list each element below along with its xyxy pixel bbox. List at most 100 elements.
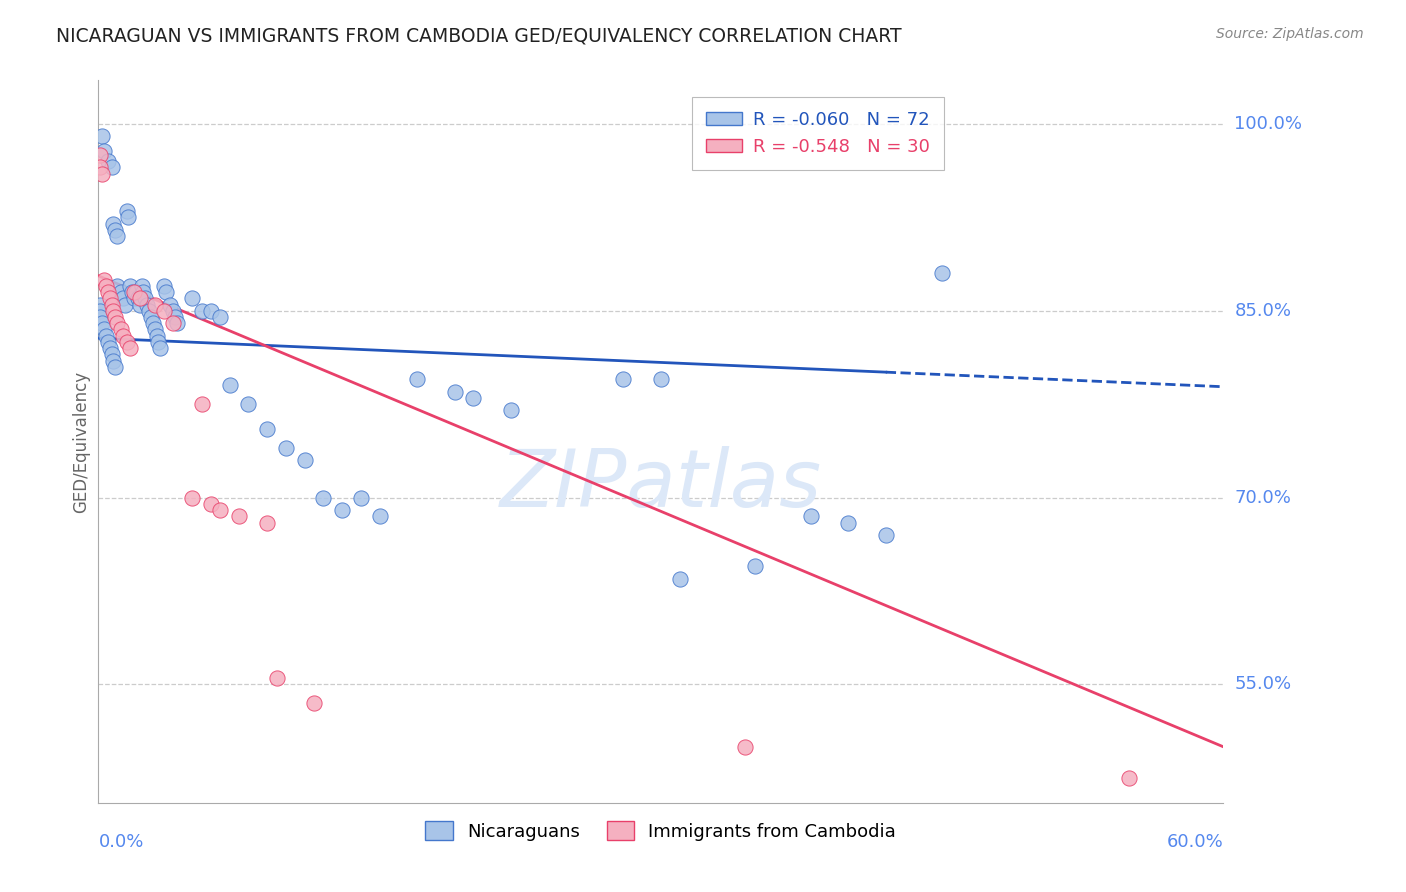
Point (91, 316, 114, 330)
Point (153, 278, 176, 293)
Point (117, 211, 139, 225)
Point (94, 278, 117, 293)
Point (166, 316, 188, 330)
Point (91, 167, 114, 181)
Point (142, 316, 165, 330)
Point (165, 310, 187, 324)
Text: 60.0%: 60.0% (1167, 833, 1223, 851)
Point (368, 509, 391, 524)
Point (98, 341, 121, 355)
Point (105, 316, 128, 330)
Text: NICARAGUAN VS IMMIGRANTS FROM CAMBODIA GED/EQUIVALENCY CORRELATION CHART: NICARAGUAN VS IMMIGRANTS FROM CAMBODIA G… (56, 27, 901, 45)
Point (98, 291, 121, 305)
Point (89, 297, 111, 311)
Point (122, 285, 145, 299)
Point (97, 285, 120, 299)
Point (190, 303, 212, 318)
Point (312, 491, 335, 505)
Point (89, 310, 111, 324)
Point (110, 322, 132, 336)
Point (120, 341, 142, 355)
Point (89, 303, 111, 318)
Point (128, 291, 150, 305)
Y-axis label: GED/Equivalency: GED/Equivalency (72, 370, 90, 513)
Point (875, 528, 897, 542)
Point (103, 217, 125, 231)
Point (837, 516, 859, 530)
Point (94, 328, 117, 343)
Point (104, 310, 127, 324)
Point (238, 397, 260, 411)
Point (162, 316, 184, 330)
Point (100, 347, 122, 361)
Point (89, 161, 111, 175)
Point (104, 359, 127, 374)
Legend: Nicaraguans, Immigrants from Cambodia: Nicaraguans, Immigrants from Cambodia (418, 814, 904, 848)
Point (181, 291, 204, 305)
Point (97, 334, 120, 349)
Point (120, 278, 142, 293)
Text: 85.0%: 85.0% (1234, 301, 1291, 319)
Point (153, 303, 176, 318)
Point (443, 384, 465, 399)
Point (115, 204, 138, 219)
Point (256, 422, 278, 436)
Point (302, 696, 325, 710)
Point (294, 453, 316, 467)
Point (121, 285, 143, 299)
Point (136, 297, 159, 311)
Point (143, 297, 166, 311)
Point (111, 328, 134, 343)
Point (149, 341, 172, 355)
Point (350, 491, 373, 505)
Point (115, 334, 138, 349)
Point (330, 503, 353, 517)
Text: ZIPatlas: ZIPatlas (499, 446, 823, 524)
Point (406, 372, 429, 386)
Point (155, 285, 177, 299)
Point (105, 278, 128, 293)
Point (105, 229, 128, 244)
Point (145, 328, 167, 343)
Point (148, 334, 170, 349)
Point (744, 559, 766, 574)
Point (734, 739, 756, 754)
Point (499, 403, 522, 417)
Point (93, 322, 115, 336)
Point (122, 291, 145, 305)
Point (134, 291, 156, 305)
Point (209, 310, 232, 324)
Point (100, 297, 122, 311)
Point (228, 509, 250, 524)
Point (100, 161, 122, 175)
Point (190, 397, 212, 411)
Point (93, 272, 115, 286)
Point (256, 516, 278, 530)
Point (159, 297, 181, 311)
Point (110, 285, 132, 299)
Text: 70.0%: 70.0% (1234, 489, 1291, 507)
Point (800, 509, 823, 524)
Point (111, 291, 134, 305)
Point (131, 278, 153, 293)
Point (463, 391, 485, 405)
Text: 55.0%: 55.0% (1234, 675, 1292, 693)
Point (200, 303, 222, 318)
Point (668, 572, 690, 586)
Point (139, 310, 162, 324)
Point (162, 303, 184, 318)
Point (128, 297, 150, 311)
Point (103, 353, 125, 368)
Point (218, 378, 240, 392)
Text: 0.0%: 0.0% (98, 833, 143, 851)
Point (143, 322, 166, 336)
Point (91, 129, 114, 144)
Point (931, 266, 953, 280)
Text: 100.0%: 100.0% (1234, 115, 1302, 133)
Point (1118, 771, 1140, 785)
Point (181, 491, 204, 505)
Point (132, 285, 155, 299)
Point (200, 497, 222, 511)
Point (266, 671, 288, 685)
Point (274, 441, 297, 455)
